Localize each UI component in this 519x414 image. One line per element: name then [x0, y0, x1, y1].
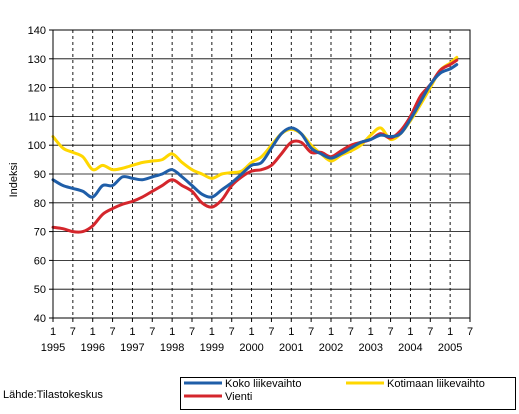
x-year-label: 2000 [239, 342, 263, 354]
x-month-label: 1 [90, 326, 96, 338]
x-month-label: 1 [368, 326, 374, 338]
x-month-label: 7 [70, 326, 76, 338]
x-tick-labels: 1 7 1 7 1 7 1 7 1 7 1 7 1 7 1 7 1 7 1 7 1 7 1995 1996 1997 1998 19… [41, 326, 473, 354]
x-year-label: 2005 [438, 342, 462, 354]
x-month-label: 1 [288, 326, 294, 338]
y-axis-title: Indeksi [8, 163, 20, 198]
x-month-label: 1 [129, 326, 135, 338]
series-line-vienti [51, 58, 459, 234]
y-tick-label: 130 [28, 54, 46, 66]
x-month-label: 7 [427, 326, 433, 338]
x-month-label: 7 [388, 326, 394, 338]
x-month-label: 7 [189, 326, 195, 338]
series-line-kotimaan-liikevaihto [51, 55, 459, 180]
x-year-label: 1996 [80, 342, 104, 354]
x-year-label: 1998 [160, 342, 184, 354]
y-tick-label: 50 [34, 284, 46, 296]
legend-label: Kotimaan liikevaihto [387, 378, 485, 390]
x-month-label: 7 [308, 326, 314, 338]
x-month-label: 1 [407, 326, 413, 338]
y-tick-label: 40 [34, 313, 46, 325]
y-tick-label: 70 [34, 227, 46, 239]
y-tick-label: 90 [34, 169, 46, 181]
legend-label: Koko liikevaihto [225, 378, 301, 390]
y-tick-label: 110 [28, 111, 46, 123]
x-year-label: 1999 [200, 342, 224, 354]
y-tick-labels: 40 50 60 70 80 90 100 110 120 130 140 [28, 25, 46, 325]
x-year-label: 2003 [358, 342, 382, 354]
x-month-label: 7 [229, 326, 235, 338]
source-note: Lähde:Tilastokeskus [3, 389, 103, 401]
axes [49, 29, 471, 322]
x-year-label: 2004 [398, 342, 422, 354]
x-month-label: 1 [447, 326, 453, 338]
x-month-label: 1 [249, 326, 255, 338]
series-line-koko-liikevaihto [51, 63, 459, 199]
y-tick-label: 140 [28, 25, 46, 37]
y-tick-label: 100 [28, 140, 46, 152]
x-month-label: 1 [50, 326, 56, 338]
legend-label: Vienti [225, 391, 252, 403]
x-month-label: 7 [467, 326, 473, 338]
x-year-label: 1997 [120, 342, 144, 354]
grid-lines [53, 29, 470, 319]
x-year-label: 2002 [319, 342, 343, 354]
x-month-label: 7 [149, 326, 155, 338]
x-month-label: 7 [268, 326, 274, 338]
x-year-label: 1995 [41, 342, 65, 354]
legend: Koko liikevaihto Kotimaan liikevaihto Vien… [180, 377, 516, 410]
x-month-label: 7 [110, 326, 116, 338]
y-tick-label: 80 [34, 198, 46, 210]
x-month-label: 7 [348, 326, 354, 338]
x-month-label: 1 [328, 326, 334, 338]
y-tick-label: 120 [28, 83, 46, 95]
y-tick-label: 60 [34, 255, 46, 267]
x-year-label: 2001 [279, 342, 303, 354]
x-month-label: 1 [169, 326, 175, 338]
x-month-label: 1 [209, 326, 215, 338]
series-lines [51, 55, 459, 234]
